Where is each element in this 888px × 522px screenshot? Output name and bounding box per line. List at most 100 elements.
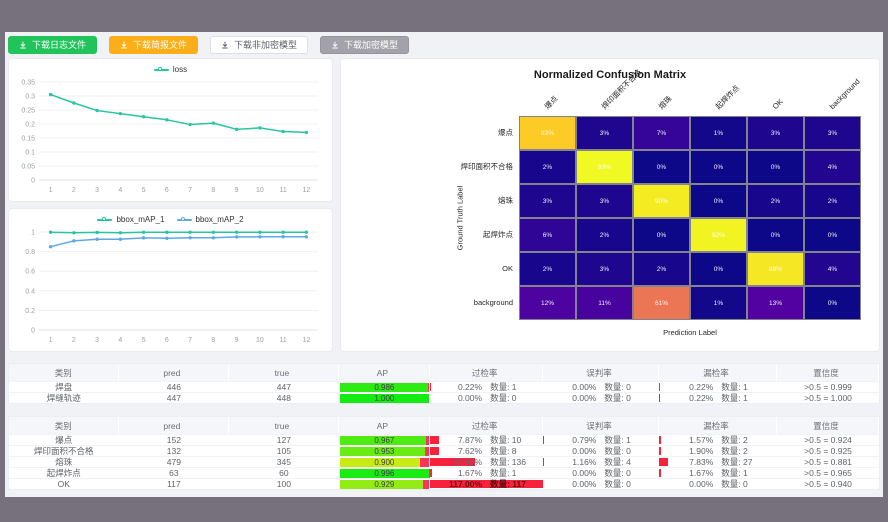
rate-count: 数量: 0 bbox=[721, 479, 748, 489]
cell-confidence: >0.5 = 0.999 bbox=[804, 382, 852, 392]
column-header-true[interactable]: true bbox=[229, 417, 339, 434]
column-header-category: 类别 bbox=[9, 364, 119, 381]
cell-category: 焊盘 bbox=[55, 382, 73, 392]
cell-miss-rate: 0.00% 数量: 0 bbox=[659, 479, 777, 489]
column-header-over-rate[interactable]: 过检率 bbox=[430, 364, 544, 381]
svg-text:0.6: 0.6 bbox=[25, 269, 35, 276]
legend-loss[interactable]: loss bbox=[153, 65, 187, 74]
cell-category: 焊缝轨迹 bbox=[46, 393, 81, 403]
download-report-button[interactable]: 下载简报文件 bbox=[109, 36, 199, 54]
column-header-miss-rate[interactable]: 漏检率 bbox=[658, 417, 778, 434]
rate-percent: 0.22% bbox=[457, 382, 483, 392]
column-header-miss-rate[interactable]: 漏检率 bbox=[658, 364, 778, 381]
legend-label: bbox_mAP_2 bbox=[195, 215, 244, 224]
column-header-ap[interactable]: AP bbox=[338, 417, 431, 434]
ap-bar: 0.953 bbox=[339, 446, 430, 456]
matrix-cell: 3% bbox=[804, 116, 861, 150]
button-label: 下载简报文件 bbox=[133, 39, 188, 50]
download-icon bbox=[332, 41, 338, 49]
cell-category: 熔珠 bbox=[55, 457, 73, 467]
map-chart-legend: bbox_mAP_1 bbox_mAP_2 bbox=[9, 209, 332, 226]
rate-count: 数量: 2 bbox=[721, 435, 748, 445]
column-header-label: 误判率 bbox=[586, 420, 612, 431]
cell-pred: 479 bbox=[166, 457, 181, 467]
ap-bar: 0.986 bbox=[339, 382, 430, 392]
metrics-tables: 类别 pred true AP 过检率 误判率 漏检率 置信度 焊盘 446 447 0.986 0.2… bbox=[8, 363, 880, 490]
rate-bar bbox=[658, 383, 660, 391]
rate-percent: 117.00% bbox=[448, 479, 483, 489]
column-header-label: 类别 bbox=[54, 420, 72, 431]
legend-line-icon bbox=[153, 66, 169, 73]
column-header-ap[interactable]: AP bbox=[338, 364, 431, 381]
matrix-cell: 3% bbox=[747, 116, 804, 150]
matrix-cell: 3% bbox=[576, 252, 633, 286]
cell-pred: 152 bbox=[166, 435, 181, 445]
ap-bar: 0.967 bbox=[339, 435, 430, 445]
cell-miss-rate: 1.57% 数量: 2 bbox=[658, 435, 777, 445]
matrix-row-label: OK bbox=[502, 264, 513, 273]
svg-text:9: 9 bbox=[235, 337, 239, 344]
cell-true: 127 bbox=[276, 435, 291, 445]
download-encrypted-model-button[interactable]: 下载加密模型 bbox=[320, 36, 410, 54]
cell-misjudge-rate: 0.00% 数量: 0 bbox=[543, 468, 659, 478]
matrix-ylabel: Ground Truth Label bbox=[455, 185, 465, 251]
table-row: 爆点 152 127 0.967 7.87% 数量: 10 0.79% 数量: 1 1.57% 数… bbox=[9, 434, 879, 445]
rate-percent: 1.90% bbox=[689, 446, 714, 456]
matrix-cell: 61% bbox=[633, 286, 690, 320]
ap-bar-remainder bbox=[427, 382, 430, 392]
cell-misjudge-rate: 0.00% 数量: 0 bbox=[543, 393, 659, 403]
cell-ap: 0.967 bbox=[339, 435, 430, 445]
download-icon bbox=[121, 41, 127, 49]
table-row: 焊印面积不合格 132 105 0.953 7.62% 数量: 8 0.00% 数量: 0 1.… bbox=[9, 445, 879, 456]
legend-bbox_mAP_1[interactable]: bbox_mAP_1 bbox=[97, 215, 165, 224]
ap-bar-value bbox=[339, 457, 421, 467]
svg-text:1: 1 bbox=[49, 187, 53, 194]
column-header-pred[interactable]: pred bbox=[118, 417, 230, 434]
svg-text:11: 11 bbox=[279, 337, 286, 344]
column-header-label: 过检率 bbox=[471, 420, 498, 431]
rate-percent: 1.67% bbox=[457, 468, 483, 478]
column-header-over-rate[interactable]: 过检率 bbox=[430, 417, 544, 434]
rate-bar bbox=[658, 447, 662, 455]
ap-bar-remainder bbox=[426, 435, 430, 445]
rate-percent: 0.00% bbox=[572, 382, 597, 392]
button-label: 下载日志文件 bbox=[32, 39, 87, 50]
ap-bar-value bbox=[339, 446, 425, 456]
ap-bar: 0.900 bbox=[339, 457, 430, 467]
matrix-row-label: 爆点 bbox=[498, 128, 513, 137]
rate-percent: 0.00% bbox=[572, 468, 597, 478]
svg-text:0: 0 bbox=[31, 328, 35, 335]
column-header-confidence[interactable]: 置信度 bbox=[777, 417, 879, 434]
ap-value: 0.986 bbox=[374, 382, 395, 392]
metrics-table-2: 类别 pred true AP 过检率 误判率 漏检率 置信度 爆点 152 127 0.967 7.8… bbox=[8, 416, 880, 490]
matrix-cell: 2% bbox=[633, 252, 690, 286]
ap-bar-remainder bbox=[420, 457, 430, 467]
rate-count: 数量: 2 bbox=[721, 446, 748, 456]
column-header-misjudge-rate[interactable]: 误判率 bbox=[543, 417, 659, 434]
rate-percent: 7.83% bbox=[689, 457, 714, 467]
download-unencrypted-model-button[interactable]: 下载非加密模型 bbox=[210, 36, 309, 54]
ap-bar-value bbox=[339, 479, 423, 489]
rate-percent: 39.42% bbox=[453, 457, 483, 467]
rate-percent: 0.00% bbox=[572, 393, 597, 403]
ap-value: 0.929 bbox=[374, 479, 395, 489]
cell-miss-rate: 7.83% 数量: 27 bbox=[658, 457, 777, 467]
button-label: 下载非加密模型 bbox=[234, 39, 298, 50]
column-header-pred[interactable]: pred bbox=[118, 364, 230, 381]
rate-count: 数量: 8 bbox=[490, 446, 517, 456]
svg-text:1: 1 bbox=[31, 230, 35, 237]
rate-bar bbox=[658, 469, 661, 477]
svg-text:2: 2 bbox=[72, 187, 76, 194]
rate-percent: 0.22% bbox=[689, 382, 714, 392]
download-log-button[interactable]: 下载日志文件 bbox=[8, 36, 98, 54]
column-header-label: AP bbox=[376, 367, 389, 378]
legend-bbox_mAP_2[interactable]: bbox_mAP_2 bbox=[176, 215, 244, 224]
rate-count: 数量: 0 bbox=[604, 479, 631, 489]
column-header-true[interactable]: true bbox=[229, 364, 339, 381]
cell-pred: 132 bbox=[166, 446, 181, 456]
svg-text:12: 12 bbox=[302, 337, 310, 344]
matrix-cell: 2% bbox=[747, 184, 804, 218]
matrix-cell: 1% bbox=[690, 286, 747, 320]
column-header-confidence[interactable]: 置信度 bbox=[777, 364, 879, 381]
column-header-misjudge-rate[interactable]: 误判率 bbox=[543, 364, 659, 381]
